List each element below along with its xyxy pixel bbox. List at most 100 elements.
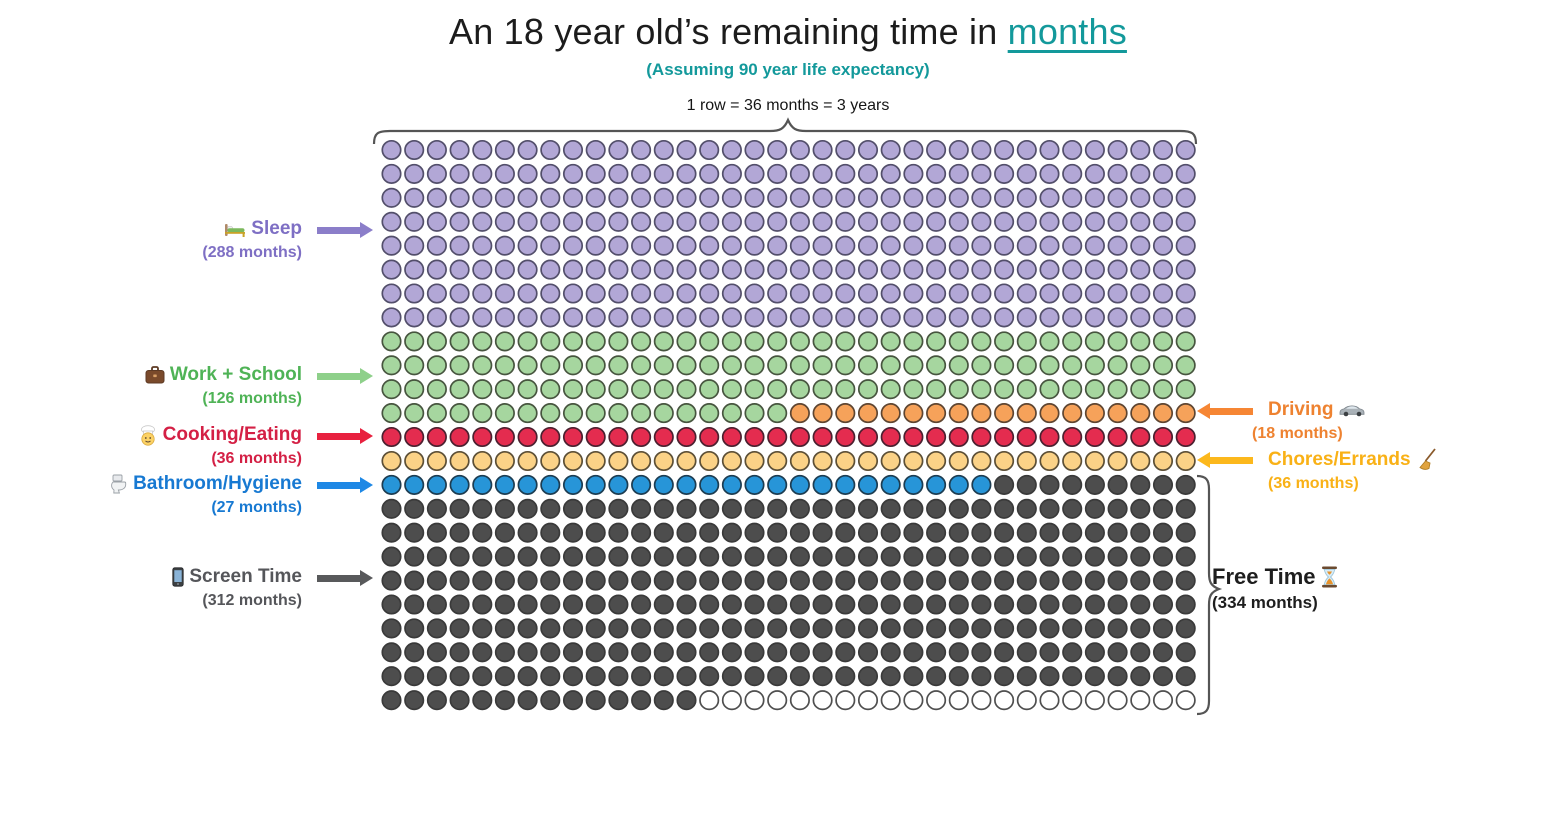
dot-sleep: [812, 139, 833, 161]
dot-screen_time: [789, 498, 810, 519]
dot-screen_time: [948, 498, 969, 519]
dot-bathroom_hygiene: [699, 474, 720, 495]
dot-screen_time: [1062, 642, 1083, 663]
dot-unallocated: [926, 690, 947, 711]
dot-sleep: [608, 139, 629, 161]
dot-screen_time: [381, 498, 402, 519]
dot-screen_time: [744, 498, 765, 519]
dot-sleep: [676, 187, 697, 208]
dot-chores_errands: [404, 450, 425, 472]
dot-sleep: [1107, 283, 1128, 304]
dot-screen_time: [835, 546, 856, 567]
dot-sleep: [585, 211, 606, 232]
dot-sleep: [676, 283, 697, 304]
dot-cooking_eating: [1107, 426, 1128, 448]
dot-work_school: [767, 355, 788, 376]
dot-screen_time: [494, 666, 515, 687]
dot-cooking_eating: [1039, 426, 1060, 448]
dot-screen_time: [994, 594, 1015, 615]
dot-screen_time: [472, 642, 493, 663]
dot-screen_time: [948, 666, 969, 687]
dot-sleep: [1062, 283, 1083, 304]
dot-sleep: [835, 235, 856, 256]
dot-chores_errands: [744, 450, 765, 472]
dot-sleep: [903, 163, 924, 184]
dot-screen_time: [948, 594, 969, 615]
title-prefix: An 18 year old’s remaining time in: [449, 11, 1008, 52]
dot-unallocated: [721, 690, 742, 711]
dot-sleep: [381, 163, 402, 184]
dot-screen_time: [608, 618, 629, 639]
dot-sleep: [926, 307, 947, 328]
dot-screen_time: [767, 522, 788, 543]
dot-cooking_eating: [971, 426, 992, 448]
dot-work_school: [404, 355, 425, 376]
dot-sleep: [1130, 283, 1151, 304]
dot-screen_time: [1130, 546, 1151, 567]
dot-sleep: [449, 139, 470, 161]
dot-cooking_eating: [426, 426, 447, 448]
dot-sleep: [653, 259, 674, 280]
dot-sleep: [744, 187, 765, 208]
dot-screen_time: [971, 666, 992, 687]
dot-sleep: [880, 307, 901, 328]
dot-work_school: [562, 355, 584, 376]
dot-sleep: [494, 235, 515, 256]
dot-sleep: [676, 235, 697, 256]
dot-work_school: [857, 355, 879, 376]
dot-screen_time: [426, 642, 447, 663]
dot-screen_time: [926, 618, 947, 639]
dot-sleep: [835, 259, 856, 280]
car-icon: [1338, 403, 1366, 417]
dot-sleep: [857, 211, 879, 232]
dot-sleep: [903, 283, 924, 304]
dot-sleep: [857, 235, 879, 256]
chores-errands-label: Chores/Errands: [1268, 449, 1411, 470]
driving-callout: Driving (18 months): [1252, 398, 1366, 446]
dot-sleep: [1084, 307, 1105, 328]
dot-work_school: [540, 403, 561, 424]
dot-cooking_eating: [517, 426, 538, 448]
dot-sleep: [631, 187, 652, 208]
free-time-months-label: (334 months): [1212, 593, 1318, 612]
dot-sleep: [449, 235, 470, 256]
dot-sleep: [540, 283, 561, 304]
dot-sleep: [540, 235, 561, 256]
dot-screen_time: [767, 546, 788, 567]
dot-bathroom_hygiene: [857, 474, 879, 495]
dot-unallocated: [699, 690, 720, 711]
dot-screen_time: [1016, 666, 1037, 687]
dot-sleep: [767, 307, 788, 328]
dot-sleep: [517, 211, 538, 232]
dot-sleep: [676, 259, 697, 280]
dot-bathroom_hygiene: [426, 474, 447, 495]
dot-work_school: [494, 379, 515, 400]
dot-sleep: [767, 283, 788, 304]
dot-sleep: [903, 307, 924, 328]
dot-screen_time: [472, 618, 493, 639]
dot-screen_time: [1016, 474, 1037, 495]
dot-work_school: [608, 355, 629, 376]
chores-errands-callout: Chores/Errands (36 months): [1268, 448, 1438, 496]
dot-screen_time: [1084, 594, 1105, 615]
dot-screen_time: [1016, 594, 1037, 615]
dot-screen_time: [1084, 618, 1105, 639]
dot-unallocated: [1152, 690, 1174, 711]
dot-screen_time: [812, 522, 833, 543]
dot-sleep: [948, 163, 969, 184]
dot-sleep: [426, 163, 447, 184]
dot-work_school: [880, 379, 901, 400]
dot-sleep: [1152, 283, 1174, 304]
dot-sleep: [426, 259, 447, 280]
dot-bathroom_hygiene: [880, 474, 901, 495]
dot-screen_time: [1130, 522, 1151, 543]
hourglass-icon: [1321, 566, 1338, 588]
dot-sleep: [540, 139, 561, 161]
dot-screen_time: [1175, 474, 1196, 495]
dot-screen_time: [426, 570, 447, 591]
dot-sleep: [994, 211, 1015, 232]
dot-sleep: [789, 139, 810, 161]
dot-sleep: [1084, 139, 1105, 161]
dot-screen_time: [1152, 546, 1174, 567]
dot-sleep: [857, 139, 879, 161]
